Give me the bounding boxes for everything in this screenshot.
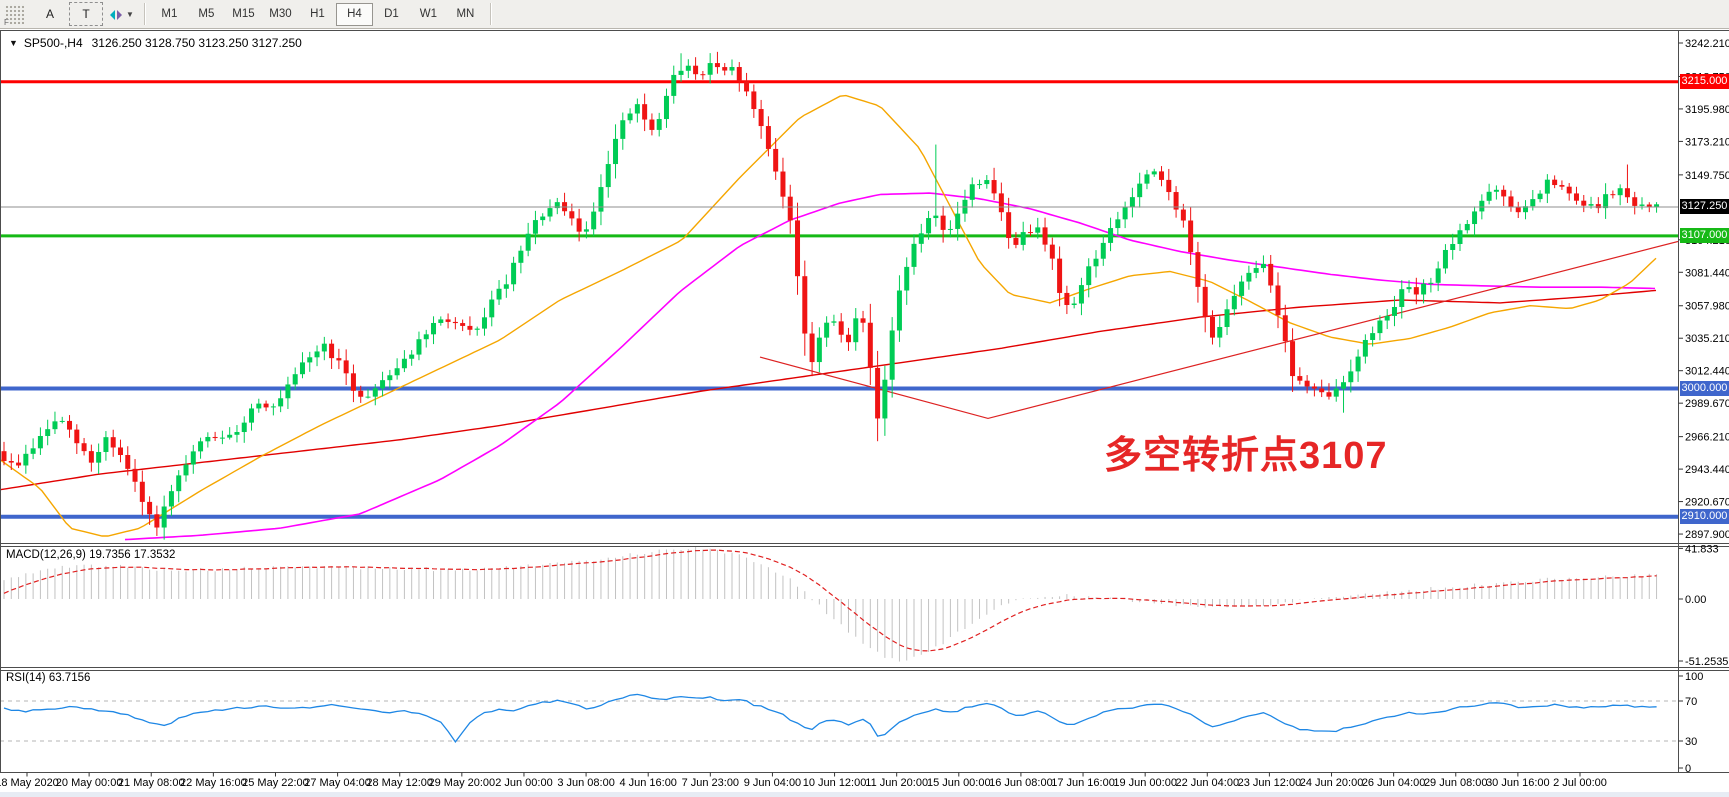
rsi-tick-label: 100 [1685, 671, 1703, 683]
resistance-price-tag: 3215.000 [1680, 74, 1729, 90]
price-tick-label: 2943.440 [1685, 464, 1729, 476]
time-axis-label: 30 Jun 16:00 [1486, 777, 1550, 789]
ma-line-fast-orange [0, 94, 1657, 537]
arrows-tool-icon [110, 10, 122, 20]
time-axis-label: 19 Jun 00:00 [1113, 777, 1177, 789]
price-tick-label: 2920.670 [1685, 497, 1729, 509]
rsi-line [3, 693, 1657, 744]
time-axis-label: 20 May 00:00 [56, 777, 123, 789]
chart-title: ▼ SP500-,H4 3126.250 3128.750 3123.250 3… [9, 36, 302, 50]
time-axis-label: 27 May 04:00 [304, 777, 371, 789]
macd-tick-label: 0.00 [1685, 594, 1706, 606]
timeframe-button-m5[interactable]: M5 [198, 8, 215, 20]
timeframe-button-w1[interactable]: W1 [419, 8, 438, 20]
price-tick-label: 3081.440 [1685, 267, 1729, 279]
top-toolbar: F A T ▼ M1 M5 M15 M30 H1 H4 D1 W1 MN [0, 0, 1729, 29]
symbol-period-label: SP500-,H4 [23, 36, 83, 50]
time-axis-label: 26 Jun 04:00 [1362, 777, 1426, 789]
timeframe-button-m30[interactable]: M30 [269, 8, 292, 20]
rsi-tick-label: 30 [1685, 736, 1697, 748]
toolbar-separator [489, 3, 491, 25]
trend-line[interactable] [759, 240, 1678, 420]
annotate-button[interactable]: A [45, 7, 54, 21]
toolbar-grip-icon[interactable]: F [4, 4, 24, 27]
support-price-tag: 3000.000 [1680, 380, 1729, 396]
chevron-down-icon[interactable]: ▼ [126, 9, 134, 19]
macd-indicator-label: MACD(12,26,9) 19.7356 17.3532 [6, 549, 176, 561]
price-tick-label: 3035.210 [1685, 333, 1729, 345]
rsi-panel[interactable] [0, 693, 1678, 744]
symbol-dropdown-icon[interactable]: ▼ [9, 38, 18, 48]
price-tick-label: 2966.210 [1685, 432, 1729, 444]
time-axis-label: 11 Jun 20:00 [865, 777, 928, 789]
price-tick-label: 3057.980 [1685, 301, 1729, 313]
price-tick-label: 3149.750 [1685, 170, 1729, 182]
time-axis-label: 28 May 12:00 [366, 777, 433, 789]
time-axis-label: 22 May 16:00 [180, 777, 247, 789]
time-axis-label: 29 Jun 08:00 [1424, 777, 1488, 789]
macd-signal-line [3, 549, 1657, 652]
arrows-tool-button[interactable]: ▼ [104, 3, 138, 25]
time-axis-label: 24 Jun 20:00 [1300, 777, 1364, 789]
time-axis-label: 21 May 08:00 [118, 777, 185, 789]
macd-panel[interactable] [3, 547, 1658, 662]
time-axis-label: 17 Jun 16:00 [1051, 777, 1115, 789]
toolbar-separator [143, 3, 145, 25]
time-axis-label: 3 Jun 08:00 [557, 777, 615, 789]
toolbar-grip-label: F [4, 18, 9, 27]
rsi-indicator-label: RSI(14) 63.7156 [6, 672, 91, 684]
price-tick-label: 2989.670 [1685, 398, 1729, 410]
timeframe-group: M1 M5 M15 M30 H1 H4 D1 W1 MN [151, 2, 484, 26]
support-price-tag: 2910.000 [1680, 509, 1729, 525]
main-chart-panel[interactable] [0, 51, 1678, 541]
pivot-price-tag: 3107.000 [1680, 228, 1729, 244]
ma-line-mid-magenta [124, 192, 1656, 541]
time-axis-label: 7 Jun 23:00 [682, 777, 740, 789]
time-axis-label: 29 May 20:00 [429, 777, 496, 789]
timeframe-button-m1[interactable]: M1 [161, 8, 178, 20]
ma-line-slow-red [0, 289, 1657, 491]
price-tick-label: 2897.900 [1685, 529, 1729, 541]
price-tick-label: 3173.210 [1685, 136, 1729, 148]
price-tick-label: 3195.980 [1685, 104, 1729, 116]
time-axis-label: 4 Jun 16:00 [619, 777, 677, 789]
timeframe-button-m15[interactable]: M15 [232, 8, 255, 20]
status-strip [0, 792, 1729, 797]
chart-annotation-text: 多空转折点3107 [1104, 435, 1388, 477]
candlestick-series [1, 51, 1660, 540]
timeframe-button-mn[interactable]: MN [456, 8, 475, 20]
time-axis-label: 16 Jun 08:00 [989, 777, 1053, 789]
rsi-tick-label: 70 [1685, 696, 1697, 708]
macd-tick-label: 41.833 [1685, 543, 1719, 555]
timeframe-button-d1[interactable]: D1 [384, 8, 399, 20]
time-axis-label: 10 Jun 12:00 [803, 777, 867, 789]
timeframe-button-h4[interactable]: H4 [335, 2, 373, 26]
timeframe-button-h1[interactable]: H1 [310, 8, 325, 20]
rsi-tick-label: 0 [1685, 763, 1691, 775]
text-tool-button[interactable]: T [69, 2, 103, 26]
price-tick-label: 3242.210 [1685, 38, 1729, 50]
time-axis-label: 9 Jun 04:00 [744, 777, 802, 789]
time-axis-label: 18 May 2020 [0, 777, 59, 789]
time-axis-label: 15 Jun 00:00 [927, 777, 991, 789]
time-axis-label: 2 Jul 00:00 [1553, 777, 1607, 789]
time-axis-label: 23 Jun 12:00 [1238, 777, 1302, 789]
ohlc-values: 3126.250 3128.750 3123.250 3127.250 [91, 36, 302, 50]
time-axis-label: 25 May 22:00 [242, 777, 309, 789]
time-axis-label: 22 Jun 04:00 [1175, 777, 1239, 789]
macd-tick-label: -51.2535 [1685, 656, 1728, 668]
current-price-tag: 3127.250 [1680, 199, 1729, 215]
price-tick-label: 3012.440 [1685, 366, 1729, 378]
time-axis-label: 2 Jun 00:00 [495, 777, 553, 789]
